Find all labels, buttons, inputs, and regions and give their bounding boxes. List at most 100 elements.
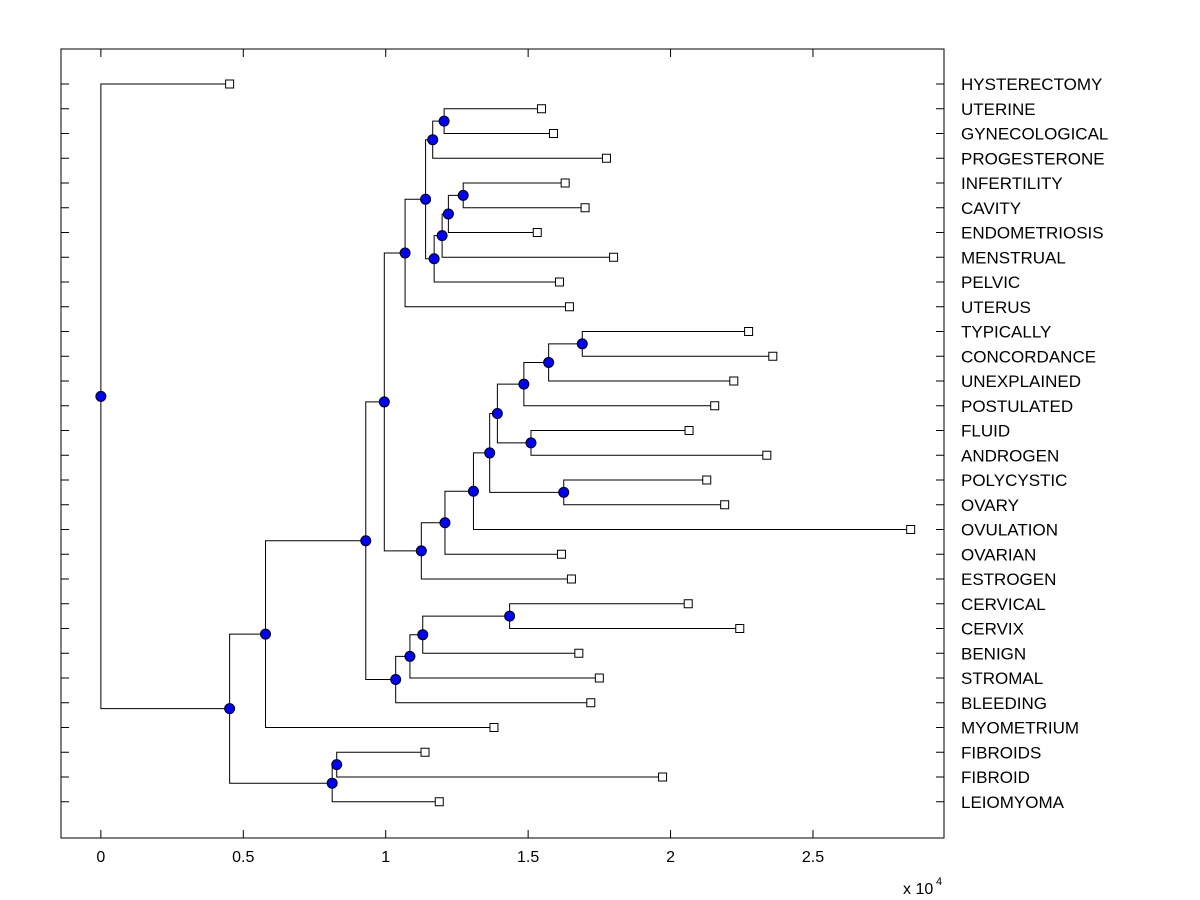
merge-node-m7 xyxy=(420,193,432,205)
leaf-label-bleeding: BLEEDING xyxy=(961,694,1047,713)
merge-node-m9 xyxy=(576,338,588,350)
leaf-label-uterine: UTERINE xyxy=(961,100,1036,119)
leaf-markers xyxy=(225,79,916,807)
leaf-marker-menstrual xyxy=(609,252,619,262)
axis-ticks xyxy=(61,49,944,838)
merge-node-m18 xyxy=(415,545,427,557)
leaf-marker-stromal xyxy=(594,673,604,683)
merge-node-m28 xyxy=(224,703,236,715)
leaf-marker-fibroid xyxy=(658,772,668,782)
leaf-label-endometriosis: ENDOMETRIOSIS xyxy=(961,224,1104,243)
leaf-marker-ovary xyxy=(720,500,730,510)
leaf-marker-postulated xyxy=(710,401,720,411)
leaf-label-benign: BENIGN xyxy=(961,644,1026,663)
leaf-label-uterus: UTERUS xyxy=(961,298,1031,317)
leaf-marker-ovarian xyxy=(556,549,566,559)
leaf-label-fibroids: FIBROIDS xyxy=(961,743,1041,762)
merge-node-m5 xyxy=(436,230,448,242)
x-tick-label: 0 xyxy=(96,849,105,866)
merge-node-m6 xyxy=(428,253,440,265)
merge-node-m10 xyxy=(543,356,555,368)
leaf-marker-unexplained xyxy=(729,376,739,386)
leaf-label-typically: TYPICALLY xyxy=(961,323,1051,342)
merge-node-m21 xyxy=(417,629,429,641)
leaf-label-unexplained: UNEXPLAINED xyxy=(961,372,1081,391)
leaf-marker-uterus xyxy=(564,302,574,312)
leaf-label-hysterectomy: HYSTERECTOMY xyxy=(961,75,1102,94)
merge-node-m26 xyxy=(331,759,343,771)
leaf-marker-myometrium xyxy=(489,723,499,732)
leaf-marker-polycystic xyxy=(702,475,712,485)
leaf-marker-pelvic xyxy=(554,277,564,287)
merge-node-m20 xyxy=(504,610,516,622)
leaf-marker-progesterone xyxy=(601,153,611,163)
plot-area xyxy=(60,48,945,839)
x-tick-label: 2 xyxy=(666,849,675,866)
leaf-label-fibroid: FIBROID xyxy=(961,768,1030,787)
merge-node-m2 xyxy=(427,134,439,146)
leaf-label-postulated: POSTULATED xyxy=(961,397,1073,416)
leaf-label-cervical: CERVICAL xyxy=(961,595,1046,614)
merge-node-m24 xyxy=(360,535,372,547)
merge-node-m12 xyxy=(525,437,537,449)
leaf-label-menstrual: MENSTRUAL xyxy=(961,248,1066,267)
merge-node-m8 xyxy=(399,247,411,259)
leaf-label-androgen: ANDROGEN xyxy=(961,446,1059,465)
leaf-marker-hysterectomy xyxy=(225,79,235,89)
leaf-marker-endometriosis xyxy=(532,228,542,237)
leaf-marker-cervical xyxy=(683,599,693,609)
merge-node-m15 xyxy=(484,447,496,459)
leaf-marker-ovulation xyxy=(906,525,916,534)
leaf-label-progesterone: PROGESTERONE xyxy=(961,149,1105,168)
leaf-marker-concordance xyxy=(768,351,778,361)
leaf-label-polycystic: POLYCYSTIC xyxy=(961,471,1067,490)
leaf-marker-estrogen xyxy=(566,574,576,584)
leaf-labels: HYSTERECTOMY UTERINE GYNECOLOGICAL PROGESTE… xyxy=(961,75,1108,812)
merge-node-m4 xyxy=(442,208,454,220)
leaf-marker-uterine xyxy=(537,104,547,114)
merge-node-m29 xyxy=(95,390,107,402)
leaf-label-estrogen: ESTROGEN xyxy=(961,570,1056,589)
leaf-marker-fluid xyxy=(684,426,694,435)
merge-node-m25 xyxy=(260,628,272,640)
merge-node-m19 xyxy=(378,396,390,408)
leaf-marker-infertility xyxy=(560,178,570,188)
leaf-label-stromal: STROMAL xyxy=(961,669,1043,688)
merge-node-m22 xyxy=(404,650,416,662)
leaf-label-infertility: INFERTILITY xyxy=(961,174,1063,193)
x-tick-label: 1 xyxy=(381,849,390,866)
leaf-label-pelvic: PELVIC xyxy=(961,273,1020,292)
merge-node-m11 xyxy=(518,378,530,390)
leaf-marker-leiomyoma xyxy=(434,797,444,807)
x-tick-label: 1.5 xyxy=(517,849,539,866)
leaf-label-ovarian: OVARIAN xyxy=(961,545,1036,564)
merge-node-m27 xyxy=(326,777,338,789)
leaf-marker-fibroids xyxy=(420,747,430,757)
leaf-marker-cavity xyxy=(580,203,590,213)
leaf-label-leiomyoma: LEIOMYOMA xyxy=(961,793,1065,812)
leaf-label-fluid: FLUID xyxy=(961,422,1010,441)
leaf-marker-bleeding xyxy=(586,698,596,708)
merge-node-m16 xyxy=(467,485,479,497)
leaf-marker-typically xyxy=(744,327,754,336)
x-tick-label: 2.5 xyxy=(802,849,824,866)
merge-node-m1 xyxy=(438,115,450,127)
leaf-marker-cervix xyxy=(735,624,745,633)
leaf-marker-androgen xyxy=(762,450,772,460)
merge-node-m17 xyxy=(439,517,451,529)
leaf-marker-gynecological xyxy=(548,129,558,138)
leaf-label-myometrium: MYOMETRIUM xyxy=(961,719,1079,738)
merge-node-m23 xyxy=(390,674,402,686)
merge-node-m13 xyxy=(491,407,503,419)
leaf-label-cavity: CAVITY xyxy=(961,199,1021,218)
leaf-label-ovary: OVARY xyxy=(961,496,1019,515)
leaf-label-cervix: CERVIX xyxy=(961,620,1024,639)
x-multiplier-label: x 10 xyxy=(903,881,933,898)
x-tick-label: 0.5 xyxy=(232,849,254,866)
x-multiplier-exponent: 4 xyxy=(936,876,942,888)
merge-node-m14 xyxy=(558,486,570,498)
leaf-label-concordance: CONCORDANCE xyxy=(961,347,1096,366)
merge-node-m3 xyxy=(457,189,469,201)
leaf-label-ovulation: OVULATION xyxy=(961,521,1058,540)
